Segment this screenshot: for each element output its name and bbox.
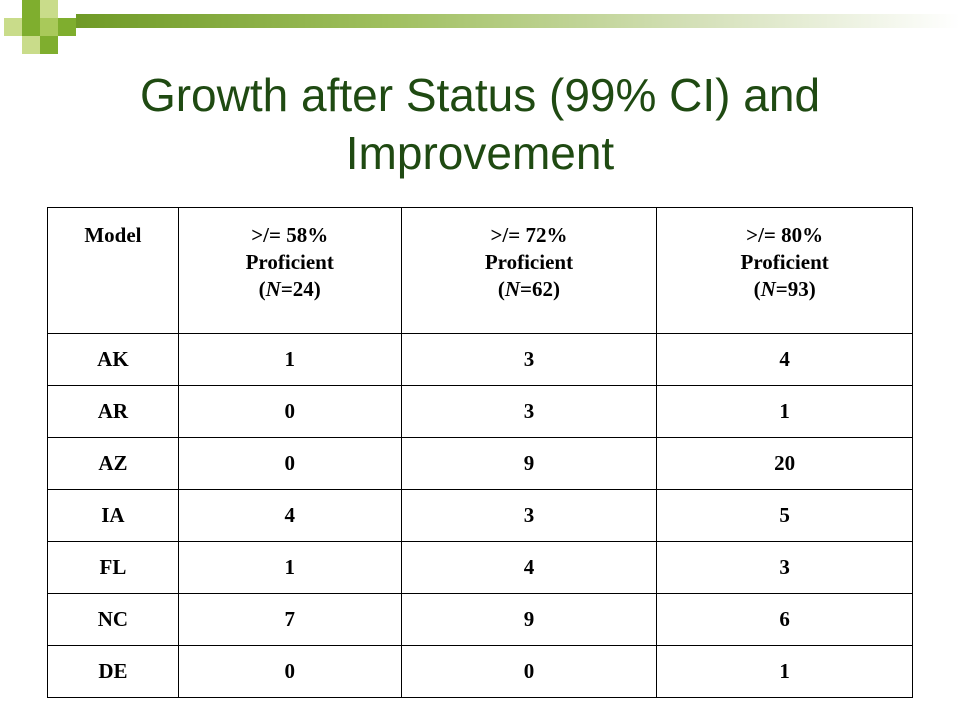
header-n: (N=93) (657, 276, 912, 303)
table-header-row: Model >/= 58% Proficient (N=24) >/= 72% … (47, 207, 913, 334)
header-gradient-bar (76, 14, 960, 28)
slide-title: Growth after Status (99% CI) and Improve… (139, 69, 821, 179)
header-72-proficient: >/= 72% Proficient (N=62) (400, 207, 658, 334)
cell-58: 7 (177, 593, 402, 646)
header-n-symbol: N (504, 277, 521, 301)
cell-72: 3 (400, 385, 658, 438)
cell-58: 1 (177, 333, 402, 386)
cell-80: 3 (656, 541, 913, 594)
cell-58: 0 (177, 645, 402, 698)
header-n-open: ( (497, 277, 505, 301)
table-row: IA 4 3 5 (47, 489, 913, 542)
cell-72: 4 (400, 541, 658, 594)
cell-72: 9 (400, 593, 658, 646)
table-row: AK 1 3 4 (47, 333, 913, 386)
decor-square (22, 0, 40, 18)
cell-80: 20 (656, 437, 913, 490)
cell-72: 9 (400, 437, 658, 490)
cell-58: 4 (177, 489, 402, 542)
header-threshold: >/= 72% (490, 223, 568, 247)
header-proficient: Proficient (484, 250, 574, 274)
cell-80: 5 (656, 489, 913, 542)
header-n-value: =93) (775, 277, 816, 301)
cell-72: 0 (400, 645, 658, 698)
header-58-proficient: >/= 58% Proficient (N=24) (177, 207, 402, 334)
cell-model: FL (47, 541, 179, 594)
cell-model: DE (47, 645, 179, 698)
header-model: Model (47, 207, 179, 334)
cell-model: AK (47, 333, 179, 386)
data-table: Model >/= 58% Proficient (N=24) >/= 72% … (47, 207, 913, 698)
header-80-proficient: >/= 80% Proficient (N=93) (656, 207, 913, 334)
header-label: Model (84, 223, 142, 247)
header-proficient: Proficient (245, 250, 334, 274)
decor-square (40, 18, 58, 36)
header-n-symbol: N (265, 277, 281, 301)
header-n-open: ( (753, 277, 761, 301)
header-threshold: >/= 58% (251, 223, 329, 247)
decor-square (4, 18, 22, 36)
header-n: (N=62) (402, 276, 657, 303)
decor-square (22, 18, 40, 36)
decor-square (40, 0, 58, 18)
cell-58: 0 (177, 385, 402, 438)
cell-model: AZ (47, 437, 179, 490)
header-n-open: ( (258, 277, 266, 301)
header-n-value: =62) (520, 277, 561, 301)
cell-80: 4 (656, 333, 913, 386)
cell-72: 3 (400, 333, 658, 386)
cell-58: 1 (177, 541, 402, 594)
cell-model: AR (47, 385, 179, 438)
decor-square (40, 36, 58, 54)
decor-square (22, 36, 40, 54)
cell-80: 1 (656, 385, 913, 438)
header-n-value: =24) (280, 277, 321, 301)
cell-80: 1 (656, 645, 913, 698)
header-proficient: Proficient (740, 250, 829, 274)
table-row: NC 7 9 6 (47, 593, 913, 646)
cell-model: NC (47, 593, 179, 646)
header-n: (N=24) (179, 276, 401, 303)
header-threshold: >/= 80% (746, 223, 824, 247)
cell-model: IA (47, 489, 179, 542)
header-n-symbol: N (760, 277, 776, 301)
cell-80: 6 (656, 593, 913, 646)
table-row: AR 0 3 1 (47, 385, 913, 438)
table-row: AZ 0 9 20 (47, 437, 913, 490)
decor-square (58, 18, 76, 36)
table-row: FL 1 4 3 (47, 541, 913, 594)
cell-58: 0 (177, 437, 402, 490)
table-row: DE 0 0 1 (47, 645, 913, 698)
cell-72: 3 (400, 489, 658, 542)
